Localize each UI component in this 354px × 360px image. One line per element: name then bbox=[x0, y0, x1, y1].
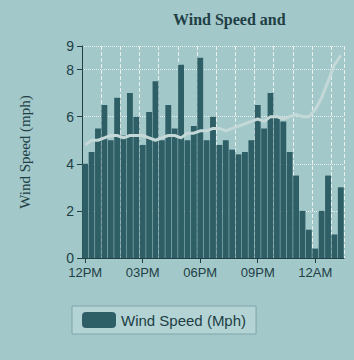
svg-text:03PM: 03PM bbox=[126, 265, 160, 280]
svg-text:Wind Speed (Mph): Wind Speed (Mph) bbox=[121, 312, 246, 329]
svg-text:06PM: 06PM bbox=[183, 265, 217, 280]
svg-text:09PM: 09PM bbox=[241, 265, 275, 280]
svg-text:6: 6 bbox=[66, 109, 74, 125]
svg-text:4: 4 bbox=[66, 156, 74, 172]
svg-text:8: 8 bbox=[66, 62, 74, 78]
svg-text:Wind Speed and: Wind Speed and bbox=[173, 11, 286, 29]
svg-text:0: 0 bbox=[66, 250, 74, 266]
svg-text:12AM: 12AM bbox=[298, 265, 332, 280]
svg-text:9: 9 bbox=[66, 38, 74, 54]
svg-text:2: 2 bbox=[66, 203, 74, 219]
svg-text:12PM: 12PM bbox=[68, 265, 102, 280]
svg-text:Wind Speed (mph): Wind Speed (mph) bbox=[17, 95, 34, 209]
